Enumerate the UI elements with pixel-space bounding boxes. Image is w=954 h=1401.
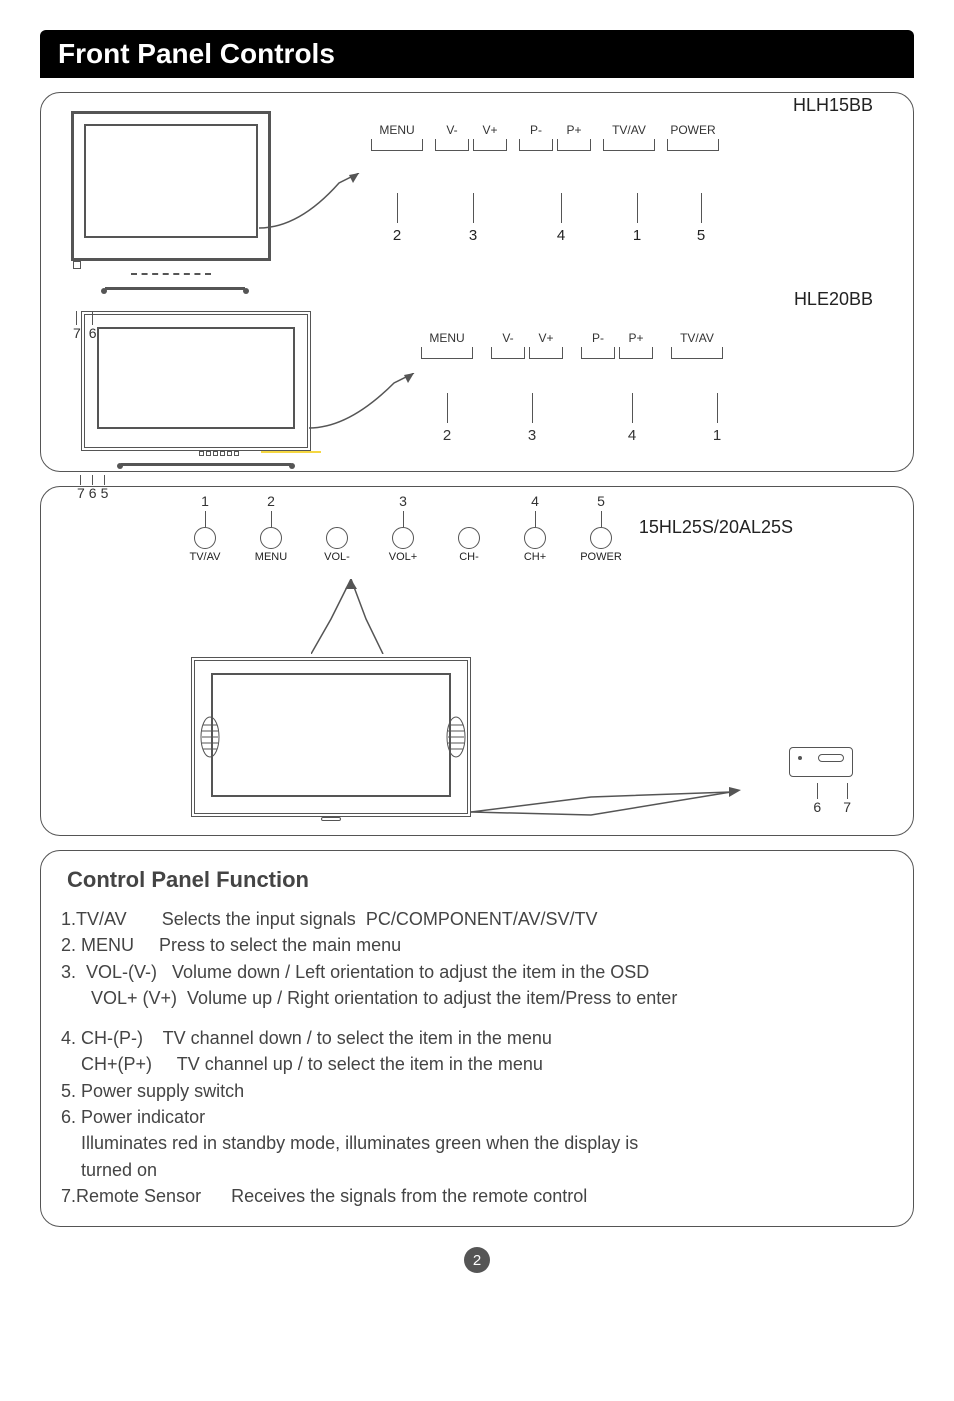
function-heading: Control Panel Function (67, 867, 893, 893)
function-list: 1.TV/AV Selects the input signals PC/COM… (61, 907, 893, 1208)
callout-arrow-b (309, 373, 419, 433)
func-line-4b: CH+(P+) TV channel up / to select the it… (61, 1052, 893, 1076)
base-numbers: 6 7 (813, 783, 851, 815)
model-label-c: 15HL25S/20AL25S (639, 517, 793, 538)
func-line-6: 6. Power indicator (61, 1105, 893, 1129)
model-label-a: HLH15BB (793, 95, 873, 116)
func-line-2: 2. MENU Press to select the main menu (61, 933, 893, 957)
func-line-6b: Illuminates red in standby mode, illumin… (61, 1131, 893, 1155)
func-line-5: 5. Power supply switch (61, 1079, 893, 1103)
callout-arrow-c (311, 579, 391, 654)
button-row-a: MENU V- V+ P- P+ TV/AV POWER (371, 123, 893, 173)
top-numbers: 1 2 3 4 5 (181, 493, 625, 527)
model-label-b: HLE20BB (794, 289, 873, 310)
accent-line (261, 451, 321, 453)
func-line-7: 7.Remote Sensor Receives the signals fro… (61, 1184, 893, 1208)
diagram-panel-2: 15HL25S/20AL25S 1 2 3 4 5 TV/AV MENU VOL… (40, 486, 914, 836)
button-row-b-numbers: 2 3 4 1 (421, 393, 893, 444)
tv-illustration-a (71, 111, 271, 261)
func-line-3b: VOL+ (V+) Volume up / Right orientation … (61, 986, 893, 1010)
page-title: Front Panel Controls (40, 30, 914, 78)
diagram-panel-1: HLH15BB HLE20BB 7 6 MENU V- V+ P- P+ TV/… (40, 92, 914, 472)
function-panel: Control Panel Function 1.TV/AV Selects t… (40, 850, 914, 1227)
func-line-3: 3. VOL-(V-) Volume down / Left orientati… (61, 960, 893, 984)
speaker-right-icon (445, 715, 467, 759)
circle-button-row: TV/AV MENU VOL- VOL+ CH- CH+ POWER (181, 527, 625, 563)
tv-base-detail (789, 747, 853, 777)
button-row-a-numbers: 2 3 4 1 5 (371, 193, 893, 244)
callout-arrow-d (471, 787, 741, 817)
func-line-6c: turned on (61, 1158, 893, 1182)
func-line-4: 4. CH-(P-) TV channel down / to select t… (61, 1026, 893, 1050)
callout-arrow-a (259, 173, 369, 233)
page-number-badge: 2 (464, 1247, 490, 1273)
tv-illustration-c (191, 657, 471, 817)
func-line-1: 1.TV/AV Selects the input signals PC/COM… (61, 907, 893, 931)
button-row-b: MENU V- V+ P- P+ TV/AV (421, 331, 893, 381)
speaker-left-icon (199, 715, 221, 759)
tv-illustration-b (81, 311, 311, 451)
